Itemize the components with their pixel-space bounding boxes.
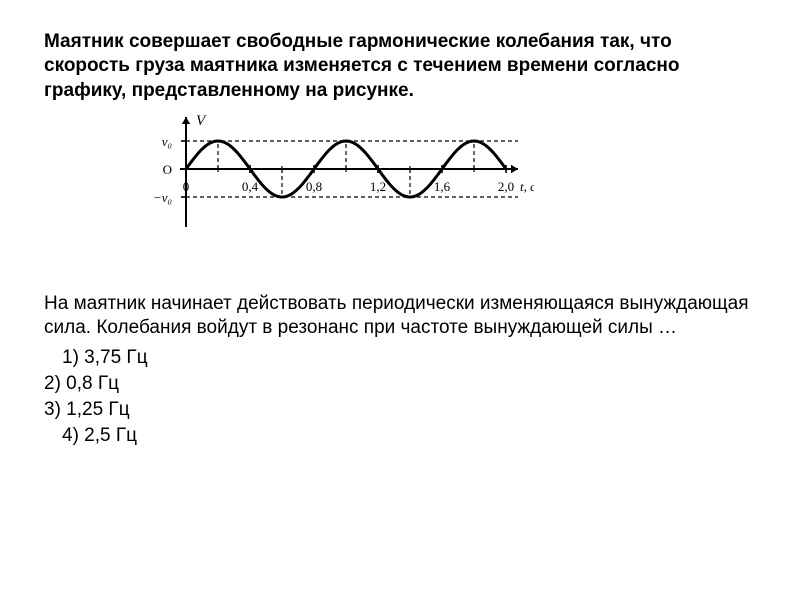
svg-text:2,0: 2,0: [498, 179, 514, 194]
svg-text:0,8: 0,8: [306, 179, 322, 194]
option-1: 1) 3,75 Гц: [44, 345, 756, 371]
svg-text:−v₀: −v₀: [153, 190, 172, 205]
svg-text:V: V: [196, 113, 207, 129]
option-2: 2) 0,8 Гц: [44, 371, 756, 397]
svg-text:0: 0: [183, 179, 190, 194]
svg-text:v₀: v₀: [162, 134, 172, 149]
option-3: 3) 1,25 Гц: [44, 397, 756, 423]
svg-text:0,4: 0,4: [242, 179, 259, 194]
problem-question: На маятник начинает действовать периодич…: [44, 292, 756, 341]
svg-text:1,6: 1,6: [434, 179, 451, 194]
svg-text:O: O: [163, 162, 172, 177]
svg-text:t, с: t, с: [520, 179, 534, 194]
svg-text:1,2: 1,2: [370, 179, 386, 194]
problem-title: Маятник совершает свободные гармонически…: [44, 30, 756, 103]
option-4: 4) 2,5 Гц: [44, 423, 756, 449]
velocity-time-chart: 0 0,4 0,8 1,2 1,6 2,0 Vv₀ O −v₀ t, с: [114, 109, 756, 274]
answer-options: 1) 3,75 Гц 2) 0,8 Гц 3) 1,25 Гц 4) 2,5 Г…: [44, 345, 756, 450]
